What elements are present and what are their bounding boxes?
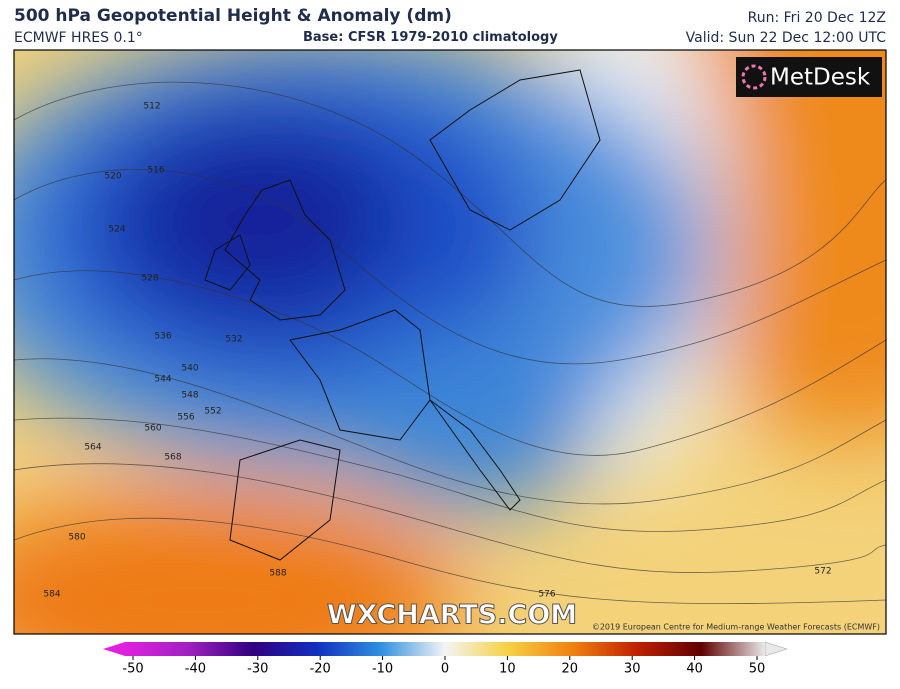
contour-label: 552 xyxy=(204,407,221,417)
colorbar-tick-label: 20 xyxy=(562,662,579,677)
contour-label: 516 xyxy=(147,166,164,176)
contour-label: 576 xyxy=(538,590,555,600)
base: Base: CFSR 1979-2010 climatology xyxy=(303,30,558,45)
contour-label: 524 xyxy=(108,225,125,235)
colorbar-tick-label: -20 xyxy=(310,662,331,677)
colorbar-arrow-low xyxy=(103,642,125,656)
colorbar-tick-label: -30 xyxy=(247,662,268,677)
contour-label: 548 xyxy=(181,391,198,401)
contour-label: 536 xyxy=(154,332,171,342)
contour-label: 572 xyxy=(814,567,831,577)
contour-label: 544 xyxy=(154,375,171,385)
contour-label: 512 xyxy=(143,102,160,112)
colorbar-tick-label: 10 xyxy=(499,662,516,677)
contour-label: 532 xyxy=(225,335,242,345)
contour-label: 564 xyxy=(84,443,101,453)
contour-label: 556 xyxy=(177,413,194,423)
model: ECMWF HRES 0.1° xyxy=(14,30,143,46)
contour-label: 580 xyxy=(68,533,85,543)
colorbar-tick-label: -40 xyxy=(185,662,206,677)
colorbar-tick-label: -50 xyxy=(122,662,143,677)
contour-label: 588 xyxy=(269,569,286,579)
contour-label: 560 xyxy=(144,424,161,434)
colorbar-tick-label: 40 xyxy=(686,662,703,677)
map-frame xyxy=(13,49,887,635)
colorbar-tick-label: 0 xyxy=(441,662,449,677)
colorbar-tick-label: -10 xyxy=(372,662,393,677)
logo-icon xyxy=(741,64,767,90)
contour-labels: 512 516 520 524 528 536 532 540 544 548 552 556 560 5… xyxy=(43,102,831,600)
contour-label: 520 xyxy=(104,172,121,182)
watermark: WXCHARTS.COM xyxy=(327,600,577,631)
run: Run: Fri 20 Dec 12Z xyxy=(747,10,886,26)
logo: MetDesk xyxy=(770,65,871,91)
copyright: ©2019 European Centre for Medium-range W… xyxy=(592,623,880,632)
contour-label: 528 xyxy=(141,274,158,284)
colorbar-arrow-high xyxy=(764,641,788,657)
colorbar xyxy=(125,642,765,656)
title: 500 hPa Geopotential Height & Anomaly (d… xyxy=(14,6,452,26)
colorbar-tick-label: 50 xyxy=(749,662,766,677)
logo-box xyxy=(736,57,882,97)
valid: Valid: Sun 22 Dec 12:00 UTC xyxy=(685,30,886,46)
colorbar-tick-label: 30 xyxy=(624,662,641,677)
contour-label: 568 xyxy=(164,453,181,463)
colorbar-ticks: -50 -40 -30 -20 -10 0 10 20 30 40 50 xyxy=(122,656,765,677)
contour-label: 584 xyxy=(43,590,60,600)
contour-label: 540 xyxy=(181,364,198,374)
